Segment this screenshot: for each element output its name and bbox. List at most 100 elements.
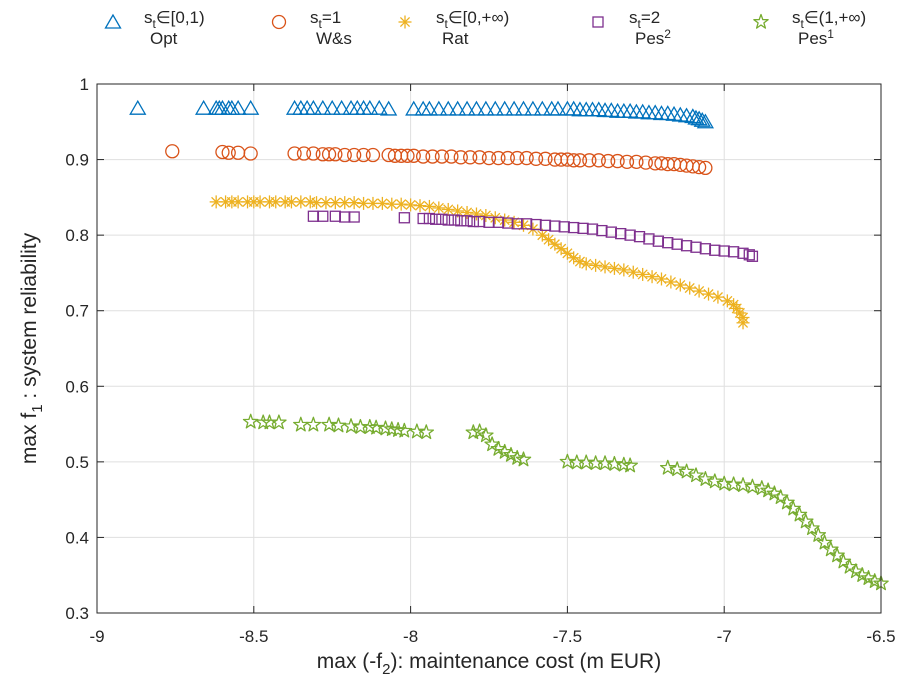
legend-marker-asterisk [398,15,412,29]
data-point-star [707,473,723,489]
legend-label-line1: st∈[0,+∞) [436,8,509,31]
data-point-circle [400,148,415,163]
data-point-triangle [323,99,341,115]
data-point-square [423,212,436,225]
legend-label-line2: Rat [442,29,469,48]
legend-marker-circle [271,14,287,30]
data-point-square [467,215,479,228]
data-point-asterisk [498,213,512,227]
data-point-star [321,416,337,432]
data-point-asterisk [479,208,493,222]
data-point-star [669,461,685,477]
data-point-asterisk [560,246,574,260]
data-point-triangle [696,113,715,129]
data-point-star [409,423,425,439]
legend-marker-triangle [104,13,122,29]
data-point-circle [215,144,230,160]
data-point-circle [698,160,713,176]
data-point-triangle [304,99,323,115]
data-point-asterisk [573,255,587,269]
data-point-star [396,422,413,438]
data-point-circle [306,146,321,161]
data-point-asterisk [284,195,298,209]
data-point-star [330,417,347,433]
data-point-circle [538,151,553,166]
data-point-circle [296,146,312,161]
series-circle [165,144,713,176]
data-point-triangle [405,100,423,116]
legend-marker-star [753,13,769,29]
data-point-circle [638,155,653,170]
legend-label-line2: Opt [150,29,178,48]
data-point-circle [221,145,236,160]
data-point-asterisk [683,281,697,295]
data-point-triangle [380,100,398,116]
data-point-triangle [458,100,476,116]
data-point-asterisk [636,267,650,281]
series-star [242,413,889,591]
data-point-triangle [533,100,551,116]
data-point-asterisk [347,196,361,210]
data-point-triangle [420,100,439,116]
data-point-circle [500,150,515,166]
data-point-triangle [590,101,608,117]
data-point-triangle [505,100,523,116]
data-point-star [606,455,623,471]
y-tick-label: 0.5 [65,453,89,472]
data-point-circle [365,147,381,163]
data-point-triangle [129,99,147,115]
data-point-circle [528,151,544,166]
data-point-circle [415,149,431,164]
data-point-circle [165,144,180,159]
series-triangle [129,99,715,129]
y-tick-label: 0.4 [65,528,89,547]
data-point-star [368,419,384,435]
y-tick-label: 0.6 [65,377,89,396]
plot-frame [96,83,882,614]
y-tick-label: 0.9 [65,151,89,170]
data-point-asterisk [375,196,389,210]
data-point-square [430,213,442,225]
data-point-triangle [430,100,448,116]
data-point-star [255,414,271,430]
data-point-star [659,459,676,475]
data-point-asterisk [711,290,725,304]
data-point-circle [243,146,258,161]
data-point-asterisk [432,201,446,215]
data-point-circle [425,149,440,164]
data-point-square [317,210,329,222]
data-point-triangle [477,100,495,116]
plot-points [129,99,889,591]
data-point-star [515,451,532,467]
data-point-circle [406,148,421,163]
data-point-circle [287,146,302,161]
x-tick-label: -9 [89,627,104,646]
data-point-circle [519,150,534,166]
y-tick-label: 0.8 [65,226,89,245]
data-point-triangle [621,102,639,118]
legend-label-line2: W&s [316,29,352,48]
data-point-circle [629,154,644,169]
data-point-square [455,215,467,227]
data-point-asterisk [441,202,455,216]
data-point-star [578,454,594,470]
data-point-star [823,541,839,557]
data-point-star [804,520,820,536]
data-point-asterisk [736,316,750,330]
data-point-circle [691,159,707,175]
data-point-triangle [665,105,683,121]
data-point-star [305,416,322,432]
data-point-star [810,527,827,542]
data-point-circle [434,149,450,164]
x-axis-label: max (-f2): maintenance cost (m EUR) [317,650,661,678]
data-point-asterisk [720,294,734,308]
data-point-star [678,463,695,479]
data-point-square [746,250,759,262]
data-point-star [744,478,761,494]
data-point-square [436,213,448,225]
data-point-star [816,534,833,550]
data-point-triangle [524,100,542,116]
data-point-triangle [514,100,533,116]
legend-label-line2: Pes1 [798,27,834,48]
